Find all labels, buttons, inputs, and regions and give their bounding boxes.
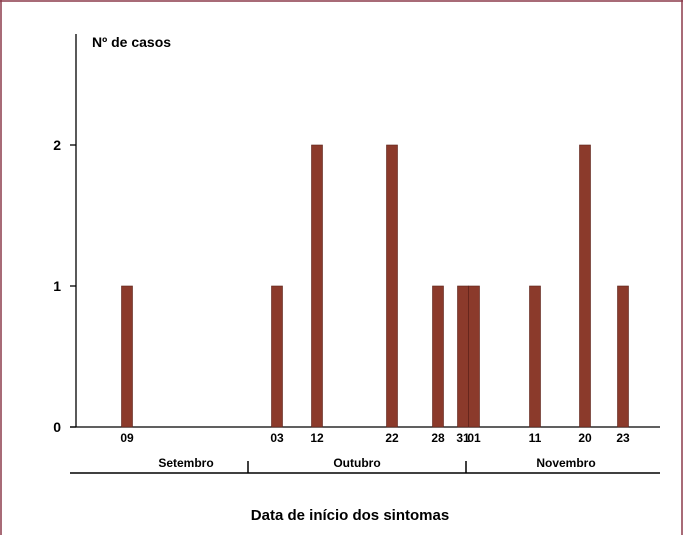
x-tick-label: 28 <box>431 431 445 445</box>
bar-20 <box>579 144 591 428</box>
x-tick-label: 22 <box>385 431 399 445</box>
x-tick-label: 09 <box>120 431 134 445</box>
bar-03 <box>271 285 283 428</box>
bar-22 <box>386 144 398 428</box>
bar-12 <box>311 144 323 428</box>
x-tick-label: 01 <box>467 431 481 445</box>
bar-11 <box>529 285 541 428</box>
month-label: Novembro <box>536 456 595 470</box>
x-tick-label: 20 <box>578 431 592 445</box>
x-tick-label: 23 <box>616 431 630 445</box>
month-label: Outubro <box>333 456 380 470</box>
x-tick-label: 11 <box>529 431 542 445</box>
x-axis-title: Data de início dos sintomas <box>251 507 449 524</box>
y-tick-label: 1 <box>53 278 61 294</box>
x-tick-label: 31 <box>456 431 470 445</box>
y-axis-title: Nº de casos <box>92 34 171 50</box>
y-tick-label: 0 <box>53 419 61 435</box>
bar-09 <box>121 285 133 428</box>
bar-28 <box>432 285 444 428</box>
bar-23 <box>617 285 629 428</box>
bar-31 <box>457 285 469 428</box>
bar-01 <box>468 285 480 428</box>
x-tick-label: 12 <box>310 431 324 445</box>
y-tick-label: 2 <box>53 137 61 153</box>
x-tick-label: 03 <box>270 431 284 445</box>
month-label: Setembro <box>158 456 213 470</box>
